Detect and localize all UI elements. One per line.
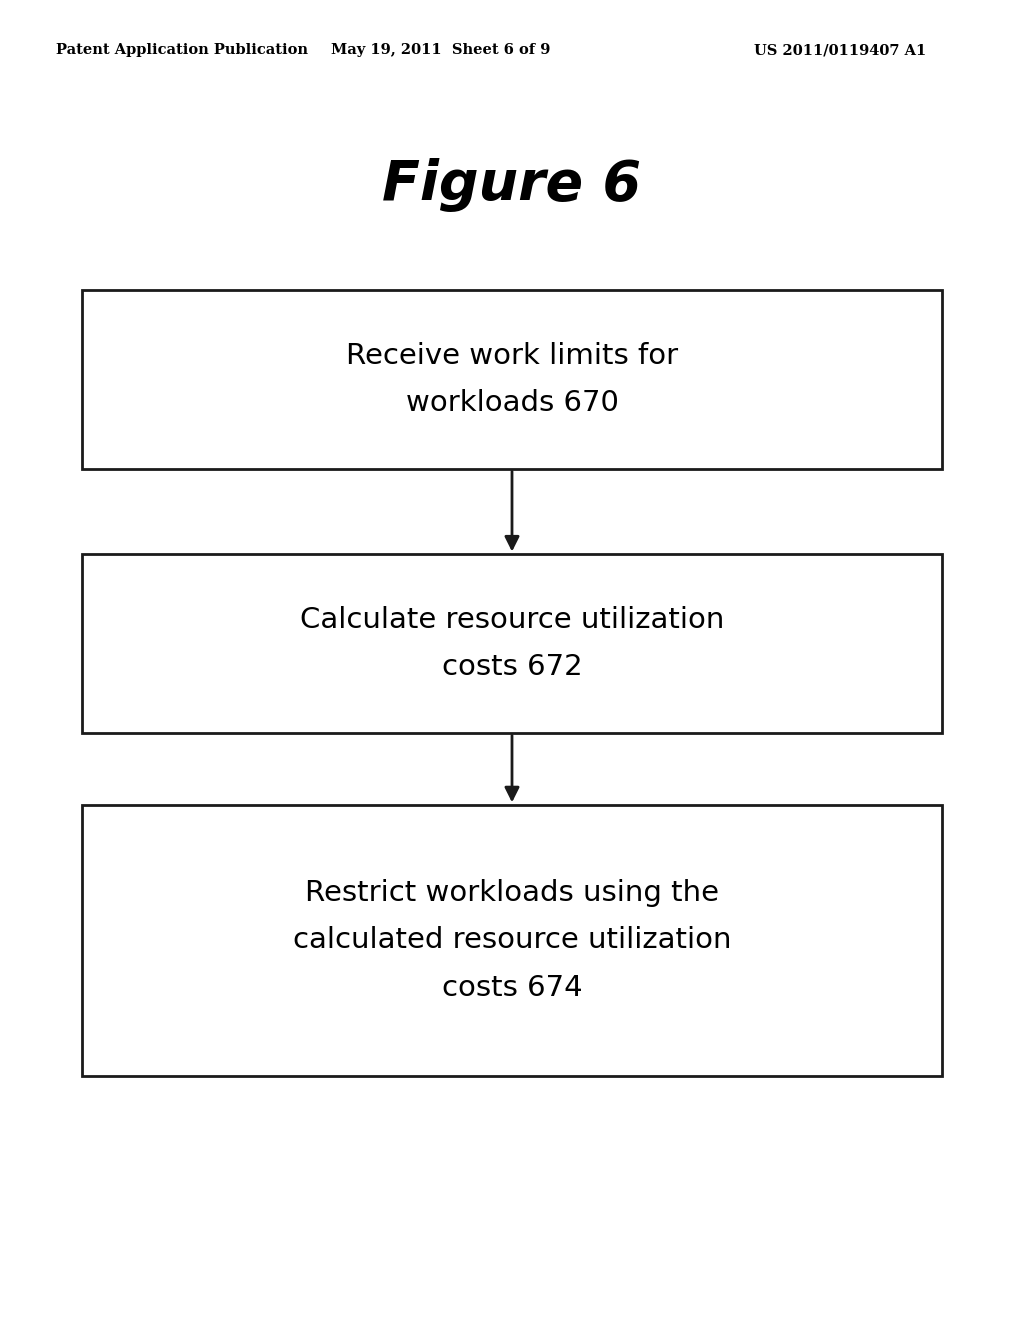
Text: Restrict workloads using the
calculated resource utilization
costs 674: Restrict workloads using the calculated … <box>293 879 731 1002</box>
Text: Receive work limits for
workloads 670: Receive work limits for workloads 670 <box>346 342 678 417</box>
Text: Patent Application Publication: Patent Application Publication <box>56 44 308 57</box>
Text: May 19, 2011  Sheet 6 of 9: May 19, 2011 Sheet 6 of 9 <box>331 44 550 57</box>
Text: US 2011/0119407 A1: US 2011/0119407 A1 <box>754 44 926 57</box>
Text: Figure 6: Figure 6 <box>382 158 642 211</box>
FancyBboxPatch shape <box>82 290 942 469</box>
Text: Calculate resource utilization
costs 672: Calculate resource utilization costs 672 <box>300 606 724 681</box>
FancyBboxPatch shape <box>82 805 942 1076</box>
FancyBboxPatch shape <box>82 554 942 733</box>
